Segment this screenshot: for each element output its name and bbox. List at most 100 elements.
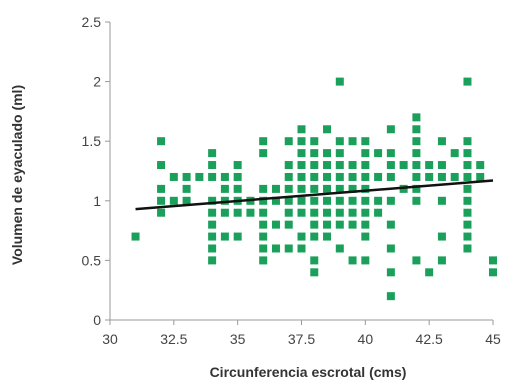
data-point xyxy=(348,208,357,217)
data-point xyxy=(361,137,370,146)
data-point xyxy=(297,161,306,170)
trendline-group xyxy=(135,179,494,211)
data-point xyxy=(284,220,293,229)
data-point xyxy=(335,172,344,181)
data-point xyxy=(297,149,306,158)
data-point xyxy=(310,232,319,241)
data-point xyxy=(361,172,370,181)
data-point xyxy=(157,184,166,193)
data-point xyxy=(233,184,242,193)
data-point xyxy=(310,220,319,229)
data-point xyxy=(463,220,472,229)
data-point xyxy=(348,184,357,193)
data-point xyxy=(348,137,357,146)
data-point xyxy=(335,208,344,217)
data-point xyxy=(386,268,395,277)
x-tick-label: 45 xyxy=(485,331,501,347)
data-point xyxy=(157,196,166,205)
x-tick-label: 30 xyxy=(102,331,118,347)
data-point xyxy=(208,244,217,253)
data-point xyxy=(348,196,357,205)
data-point xyxy=(450,172,459,181)
data-point xyxy=(437,137,446,146)
data-point xyxy=(208,220,217,229)
data-point xyxy=(361,149,370,158)
data-point xyxy=(284,196,293,205)
data-point xyxy=(208,196,217,205)
data-point xyxy=(233,208,242,217)
data-point xyxy=(310,268,319,277)
data-point xyxy=(157,208,166,217)
data-point xyxy=(310,172,319,181)
data-point xyxy=(323,196,332,205)
data-point xyxy=(374,196,383,205)
data-point xyxy=(386,220,395,229)
y-axis-title: Volumen de eyaculado (ml) xyxy=(9,85,25,265)
data-point xyxy=(233,161,242,170)
data-point xyxy=(437,256,446,265)
data-point xyxy=(297,232,306,241)
data-point xyxy=(412,113,421,122)
data-point xyxy=(323,220,332,229)
axes: 0 0.5 1 1.5 2 2.5 30 32.5 35 37.5 40 42.5 45 xyxy=(82,14,501,347)
data-point xyxy=(284,184,293,193)
data-point xyxy=(412,149,421,158)
data-point xyxy=(425,161,434,170)
data-point xyxy=(259,149,268,158)
data-point xyxy=(233,172,242,181)
data-point xyxy=(361,232,370,241)
data-point xyxy=(195,172,204,181)
data-point xyxy=(323,208,332,217)
data-point xyxy=(386,161,395,170)
data-point xyxy=(348,220,357,229)
x-tick-label: 35 xyxy=(230,331,246,347)
data-point xyxy=(169,172,178,181)
data-point xyxy=(335,184,344,193)
data-point xyxy=(310,208,319,217)
data-point xyxy=(259,184,268,193)
data-point xyxy=(399,161,408,170)
data-point xyxy=(425,268,434,277)
data-point xyxy=(284,208,293,217)
data-point xyxy=(361,256,370,265)
data-point xyxy=(335,161,344,170)
data-point xyxy=(310,256,319,265)
data-point xyxy=(463,196,472,205)
data-point xyxy=(386,292,395,301)
x-tick-label: 40 xyxy=(358,331,374,347)
data-point xyxy=(297,196,306,205)
data-point xyxy=(348,256,357,265)
data-point xyxy=(489,256,497,265)
y-tick-label: 1.5 xyxy=(82,133,102,149)
data-point xyxy=(208,232,217,241)
data-point xyxy=(310,161,319,170)
data-point xyxy=(284,137,293,146)
data-point xyxy=(246,208,255,217)
data-point xyxy=(361,220,370,229)
data-point xyxy=(271,244,280,253)
data-point xyxy=(297,125,306,134)
data-point xyxy=(450,149,459,158)
x-tick-label: 42.5 xyxy=(416,331,443,347)
data-point xyxy=(412,172,421,181)
y-tick-label: 0 xyxy=(93,312,101,328)
data-point xyxy=(220,232,229,241)
data-point xyxy=(157,161,166,170)
data-point xyxy=(208,172,217,181)
data-point xyxy=(297,137,306,146)
data-point xyxy=(208,149,217,158)
data-point xyxy=(463,232,472,241)
data-point xyxy=(463,184,472,193)
data-point xyxy=(348,172,357,181)
data-point xyxy=(463,161,472,170)
data-point xyxy=(182,172,191,181)
x-tick-label: 32.5 xyxy=(160,331,187,347)
data-point xyxy=(297,244,306,253)
data-point xyxy=(463,172,472,181)
data-point xyxy=(361,161,370,170)
data-point xyxy=(297,208,306,217)
data-point xyxy=(437,196,446,205)
data-point xyxy=(386,172,395,181)
data-point xyxy=(310,149,319,158)
